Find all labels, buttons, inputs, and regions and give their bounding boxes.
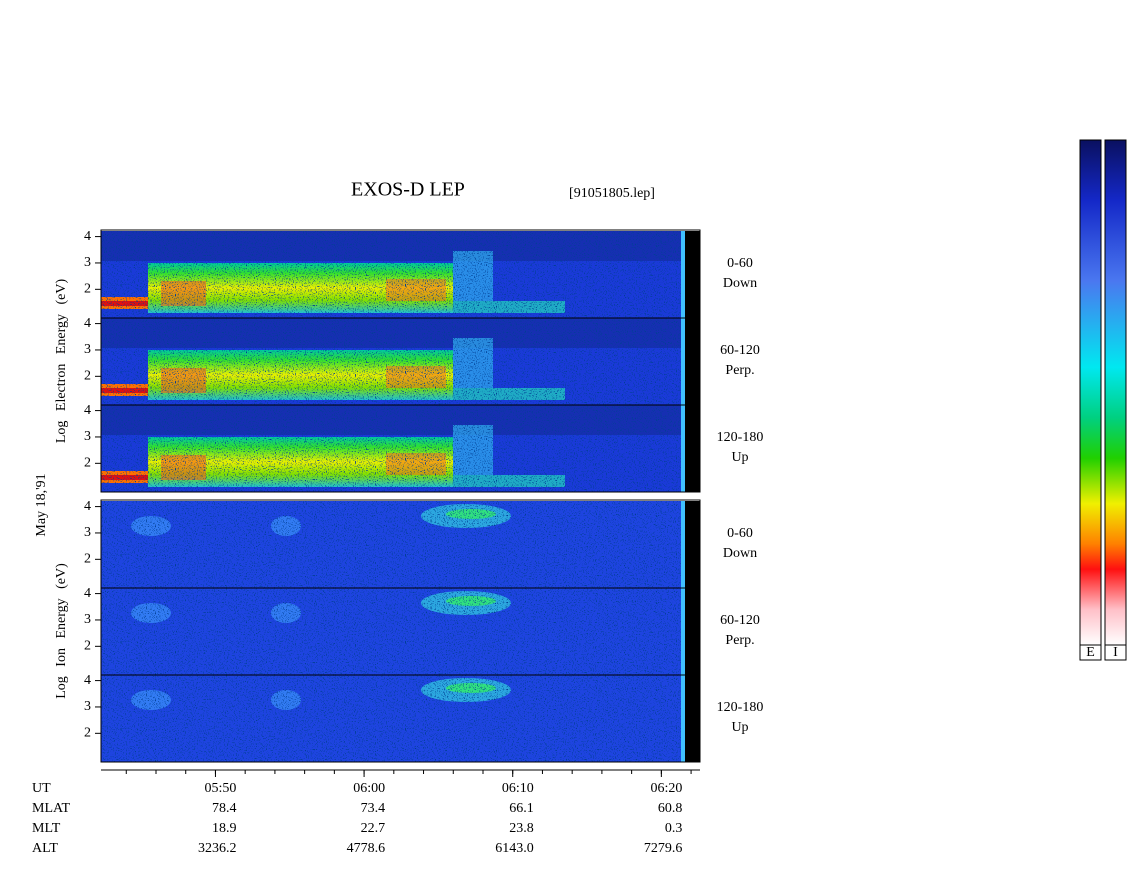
row-value: 66.1 xyxy=(509,801,534,816)
row-value: 22.7 xyxy=(361,821,386,836)
y-tick-label: 3 xyxy=(84,612,91,627)
y-tick-label: 4 xyxy=(84,499,91,514)
x-tick-label: 06:10 xyxy=(502,781,534,796)
x-tick-label: 06:00 xyxy=(353,781,385,796)
y-tick-label: 2 xyxy=(84,282,91,297)
row-label: UT xyxy=(32,781,51,796)
date-label: May 18,'91 xyxy=(34,473,49,536)
frame xyxy=(100,499,701,763)
panel xyxy=(101,588,700,675)
panel-label: Up xyxy=(731,720,748,735)
y-tick-label: 3 xyxy=(84,255,91,270)
row-value: 23.8 xyxy=(509,821,534,836)
panel xyxy=(101,675,700,762)
colorbar-label-box xyxy=(1104,644,1127,661)
panel-label: 0-60 xyxy=(727,526,753,541)
y-tick-label: 3 xyxy=(84,699,91,714)
row-value: 18.9 xyxy=(212,821,237,836)
y-tick-label: 4 xyxy=(84,586,91,601)
row-label: ALT xyxy=(32,841,58,856)
y-tick-label: 2 xyxy=(84,456,91,471)
frame xyxy=(100,229,701,493)
panel-label: 60-120 xyxy=(720,613,760,628)
panel-label: Up xyxy=(731,450,748,465)
colorbar-label: E xyxy=(1086,645,1095,660)
spectrograms xyxy=(100,229,701,763)
row-value: 6143.0 xyxy=(495,841,534,856)
y-tick-label: 3 xyxy=(84,429,91,444)
y-tick-label: 3 xyxy=(84,525,91,540)
y-tick-label: 3 xyxy=(84,342,91,357)
colorbar xyxy=(1079,139,1102,646)
y-tick-label: 4 xyxy=(84,229,91,244)
panel-label: 120-180 xyxy=(717,430,764,445)
x-tick-label: 06:20 xyxy=(650,781,682,796)
row-value: 78.4 xyxy=(212,801,237,816)
panel-label: Perp. xyxy=(725,633,754,648)
row-value: 4778.6 xyxy=(347,841,386,856)
panel-label: Perp. xyxy=(725,363,754,378)
y-tick-label: 2 xyxy=(84,726,91,741)
colorbar-label-box xyxy=(1079,644,1102,661)
panel-label: Down xyxy=(723,546,757,561)
panel-label: 0-60 xyxy=(727,256,753,271)
row-value: 7279.6 xyxy=(644,841,683,856)
y-tick-label: 4 xyxy=(84,316,91,331)
row-value: 60.8 xyxy=(658,801,683,816)
panel xyxy=(101,405,700,492)
y-tick-label: 2 xyxy=(84,369,91,384)
panel xyxy=(101,231,700,318)
row-label: MLAT xyxy=(32,801,71,816)
panel-label: 120-180 xyxy=(717,700,764,715)
y-tick-label: 2 xyxy=(84,552,91,567)
colorbar xyxy=(1104,139,1127,646)
row-value: 3236.2 xyxy=(198,841,237,856)
y-tick-label: 4 xyxy=(84,403,91,418)
panel xyxy=(101,501,700,588)
panel-label: Down xyxy=(723,276,757,291)
x-tick-label: 05:50 xyxy=(205,781,237,796)
row-value: 73.4 xyxy=(361,801,386,816)
colorbar-label: I xyxy=(1113,645,1118,660)
panel-label: 60-120 xyxy=(720,343,760,358)
y-tick-label: 2 xyxy=(84,639,91,654)
y-axis-label: Log Electron Energy (eV) xyxy=(54,279,69,444)
y-axis-label: Log Ion Energy (eV) xyxy=(54,563,69,699)
colorbars: E I xyxy=(1079,139,1127,661)
y-tick-label: 4 xyxy=(84,673,91,688)
row-label: MLT xyxy=(32,821,61,836)
row-value: 0.3 xyxy=(665,821,683,836)
panel xyxy=(101,318,700,405)
file-name: [91051805.lep] xyxy=(569,186,655,201)
chart-title: EXOS-D LEP xyxy=(351,179,465,201)
